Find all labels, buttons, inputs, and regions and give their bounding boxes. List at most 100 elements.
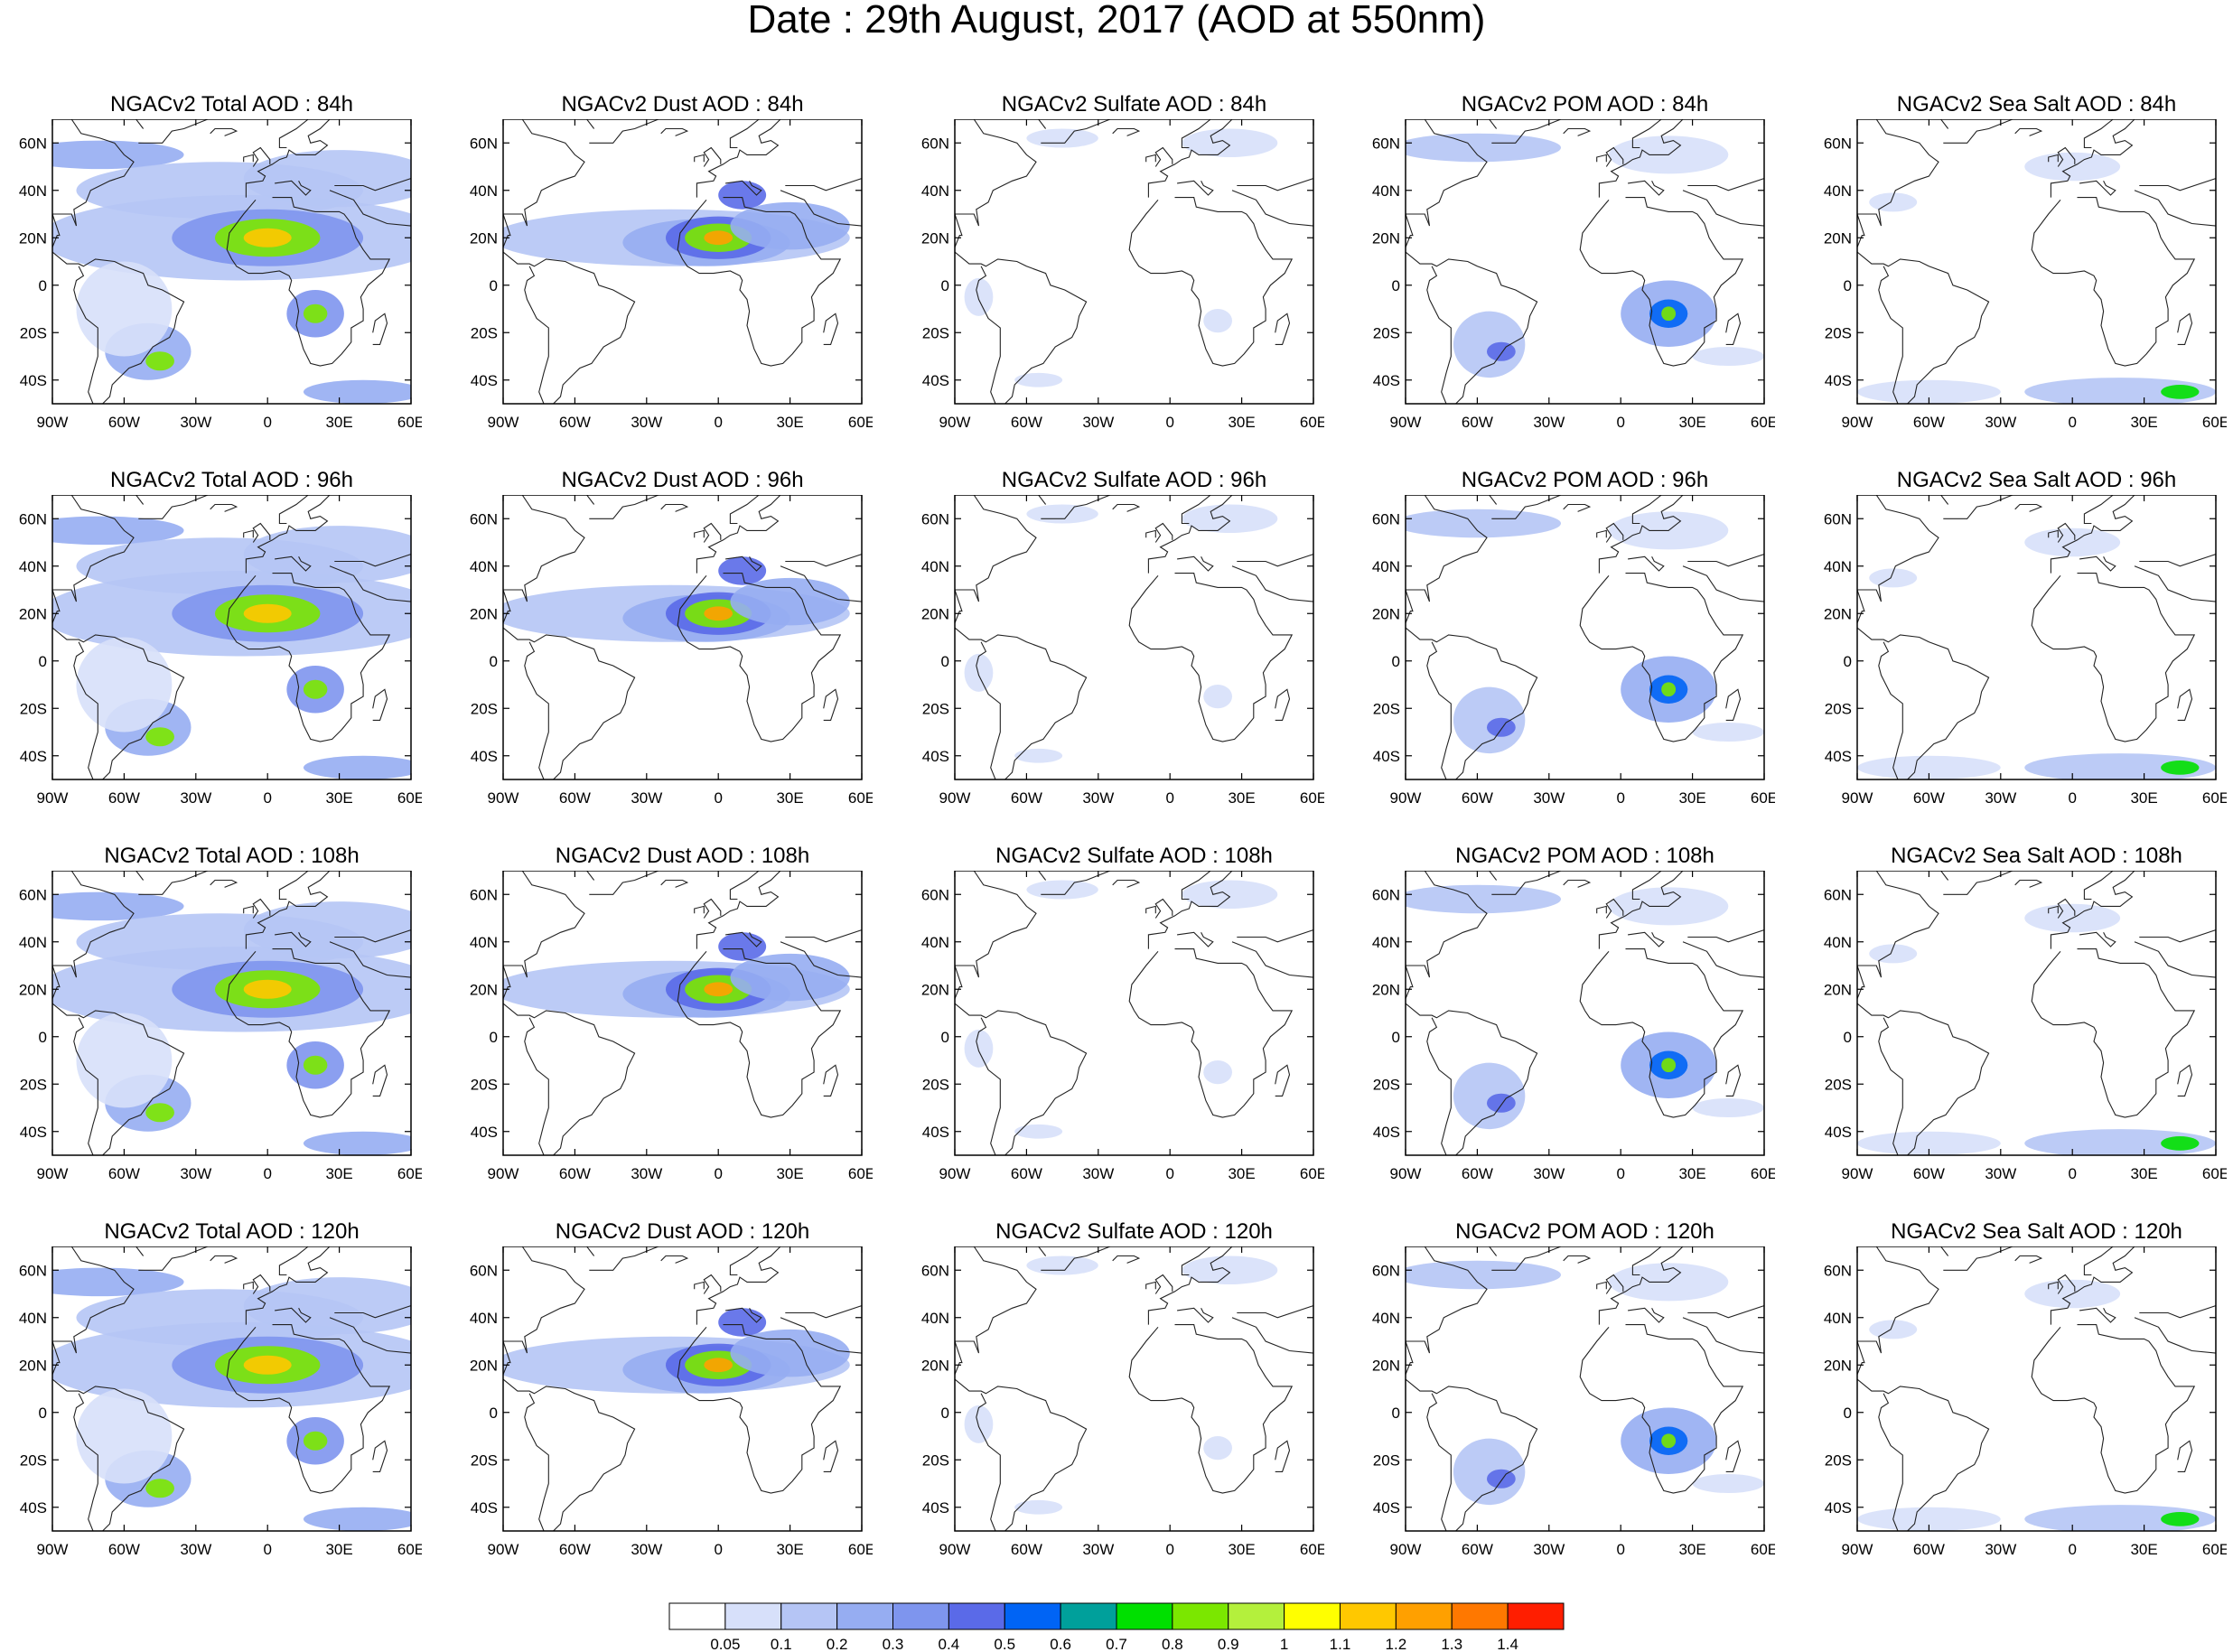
lon-tick-label-r2-c4-4: 30E <box>2130 1165 2157 1182</box>
panel-title-r2-c4: NGACv2 Sea Salt AOD : 108h <box>1891 844 2182 868</box>
aod-map-r1-c4: 60N 40N 20N 0 20S 40S 90W 60W 30W 0 30E 60E <box>1824 495 2227 807</box>
lon-tick-label-r2-c1-0: 90W <box>488 1165 519 1182</box>
coastline-r2-c0-10 <box>275 931 312 947</box>
coastline-r1-c4-3 <box>2050 495 2135 574</box>
lon-tick-label-r0-c3-4: 30E <box>1678 414 1705 431</box>
coastline-r0-c3-7 <box>1488 119 1562 144</box>
coastline-r2-c3-6 <box>1563 879 1592 888</box>
lon-tick-label-r3-c0-2: 30W <box>180 1541 211 1558</box>
lon-tick-label-r2-c1-4: 30E <box>776 1165 803 1182</box>
coastline-r3-c1-2 <box>677 1324 842 1494</box>
coastline-r0-c1-6 <box>660 127 689 136</box>
coastline-r1-c1-0 <box>503 495 585 624</box>
lat-tick-label-r2-c4-3: 0 <box>1844 1029 1852 1046</box>
lat-tick-label-r0-c2-1: 40N <box>921 182 949 200</box>
map-frame-r0-c0 <box>51 119 412 405</box>
coastline-r1-c1-7 <box>585 495 659 519</box>
coastline-r2-c4-1 <box>1857 1003 1990 1155</box>
lon-tick-label-r1-c0-1: 60W <box>108 789 140 807</box>
lon-tick-label-r3-c1-0: 90W <box>488 1541 519 1558</box>
map-frame-r2-c3 <box>1405 871 1765 1156</box>
coastline-r0-c3-9 <box>1682 178 1764 227</box>
coastline-r3-c2-9 <box>1231 1305 1313 1354</box>
map-frame-r2-c1 <box>502 871 863 1156</box>
coastline-r3-c1-7 <box>585 1246 659 1271</box>
lon-tick-label-r1-c0-0: 90W <box>37 789 69 807</box>
coastline-r2-c1-8 <box>823 1064 839 1097</box>
aod-map-r1-c2: 60N 40N 20N 0 20S 40S 90W 60W 30W 0 30E 60E <box>921 495 1324 807</box>
coastline-r0-c1-4 <box>703 146 722 167</box>
lat-tick-label-r0-c2-4: 20S <box>922 324 949 341</box>
coastline-r0-c1-5 <box>694 154 705 163</box>
colorbar-box-12 <box>1340 1602 1397 1630</box>
lat-tick-label-r2-c4-0: 60N <box>1824 886 1852 903</box>
colorbar-box-1 <box>724 1602 782 1630</box>
aod-plume-r1-c4-2 <box>2161 761 2200 775</box>
coastline-r1-c3-7 <box>1488 495 1562 519</box>
lat-tick-label-r1-c1-5: 40S <box>471 748 498 765</box>
aod-field-r2-c3 <box>1406 871 1764 1155</box>
coastline-r1-c0-10 <box>275 555 312 572</box>
aod-plume-r3-c2-4 <box>1014 1499 1063 1515</box>
lat-tick-label-r2-c1-1: 40N <box>470 934 498 951</box>
lon-tick-label-r0-c3-5: 60E <box>1751 414 1775 431</box>
colorbar-box-4 <box>892 1602 949 1630</box>
aod-plume-r2-c0-12 <box>243 901 411 959</box>
lat-tick-label-r3-c4-4: 20S <box>1825 1451 1852 1469</box>
aod-field-r0-c1 <box>503 119 862 404</box>
coastline-r0-c2-6 <box>1112 127 1141 136</box>
lat-tick-label-r3-c1-2: 20N <box>470 1357 498 1374</box>
coastline-r3-c0-0 <box>52 1246 135 1376</box>
coastline-r2-c4-9 <box>2134 929 2216 978</box>
coastline-r0-c3-3 <box>1598 119 1684 198</box>
coastline-r0-c4-7 <box>1939 119 2013 144</box>
coastline-r1-c0-9 <box>329 554 411 602</box>
lon-tick-label-r0-c1-2: 30W <box>631 414 662 431</box>
coastline-r1-c3-10 <box>1628 555 1665 572</box>
aod-field-r2-c4 <box>1857 871 2216 1155</box>
coastline-r2-c3-3 <box>1598 871 1684 949</box>
lat-tick-label-r3-c2-2: 20N <box>921 1357 949 1374</box>
panel-title-r0-c4: NGACv2 Sea Salt AOD : 84h <box>1896 92 2177 117</box>
map-frame-r1-c1 <box>502 495 863 780</box>
lat-tick-label-r0-c1-3: 0 <box>490 277 498 294</box>
lat-tick-label-r1-c0-2: 20N <box>19 605 47 622</box>
lon-tick-label-r1-c3-4: 30E <box>1678 789 1705 807</box>
lon-tick-label-r3-c0-0: 90W <box>37 1541 69 1558</box>
lat-tick-label-r1-c1-3: 0 <box>490 653 498 670</box>
coastline-r1-c3-9 <box>1682 554 1764 602</box>
aod-plume-r0-c2-1 <box>1182 128 1278 157</box>
lon-tick-label-r2-c2-2: 30W <box>1082 1165 1114 1182</box>
lon-tick-label-r2-c3-4: 30E <box>1678 1165 1705 1182</box>
map-frame-r1-c4 <box>1856 495 2217 780</box>
map-frame-r3-c1 <box>502 1246 863 1532</box>
coastline-r0-c0-4 <box>252 146 271 167</box>
panel-title-r1-c3: NGACv2 POM AOD : 96h <box>1461 468 1709 492</box>
lat-tick-label-r3-c0-3: 0 <box>39 1405 47 1422</box>
lat-tick-label-r1-c4-4: 20S <box>1825 700 1852 717</box>
lon-tick-label-r0-c3-0: 90W <box>1390 414 1422 431</box>
lon-tick-label-r1-c3-2: 30W <box>1533 789 1565 807</box>
map-frame-r1-c3 <box>1405 495 1765 780</box>
aod-plume-r2-c0-10 <box>303 1131 411 1155</box>
lon-tick-label-r0-c2-1: 60W <box>1011 414 1042 431</box>
map-frame-r0-c4 <box>1856 119 2217 405</box>
aod-map-r2-c3: 60N 40N 20N 0 20S 40S 90W 60W 30W 0 30E 60E <box>1372 871 1775 1182</box>
coastline-r2-c2-1 <box>955 1003 1088 1155</box>
lon-tick-label-r2-c4-0: 90W <box>1842 1165 1873 1182</box>
coastline-r2-c1-4 <box>703 898 722 919</box>
lon-tick-label-r2-c1-3: 0 <box>714 1165 722 1182</box>
coastline-r2-c1-5 <box>694 905 705 914</box>
colorbar-label-1: 0.1 <box>771 1636 792 1652</box>
coastline-r0-c0-0 <box>52 119 135 248</box>
lon-tick-label-r1-c4-5: 60E <box>2202 789 2227 807</box>
coastline-r3-c4-3 <box>2050 1246 2135 1325</box>
lon-tick-label-r0-c1-3: 0 <box>714 414 722 431</box>
lon-tick-label-r3-c0-1: 60W <box>108 1541 140 1558</box>
aod-plume-r3-c3-0 <box>1406 1260 1562 1290</box>
lat-tick-label-r3-c4-2: 20N <box>1824 1357 1852 1374</box>
lon-tick-label-r1-c4-1: 60W <box>1913 789 1945 807</box>
colorbar-box-6 <box>1004 1602 1061 1630</box>
aod-plume-r2-c0-9 <box>145 1103 174 1123</box>
coastline-r1-c0-6 <box>210 503 238 512</box>
